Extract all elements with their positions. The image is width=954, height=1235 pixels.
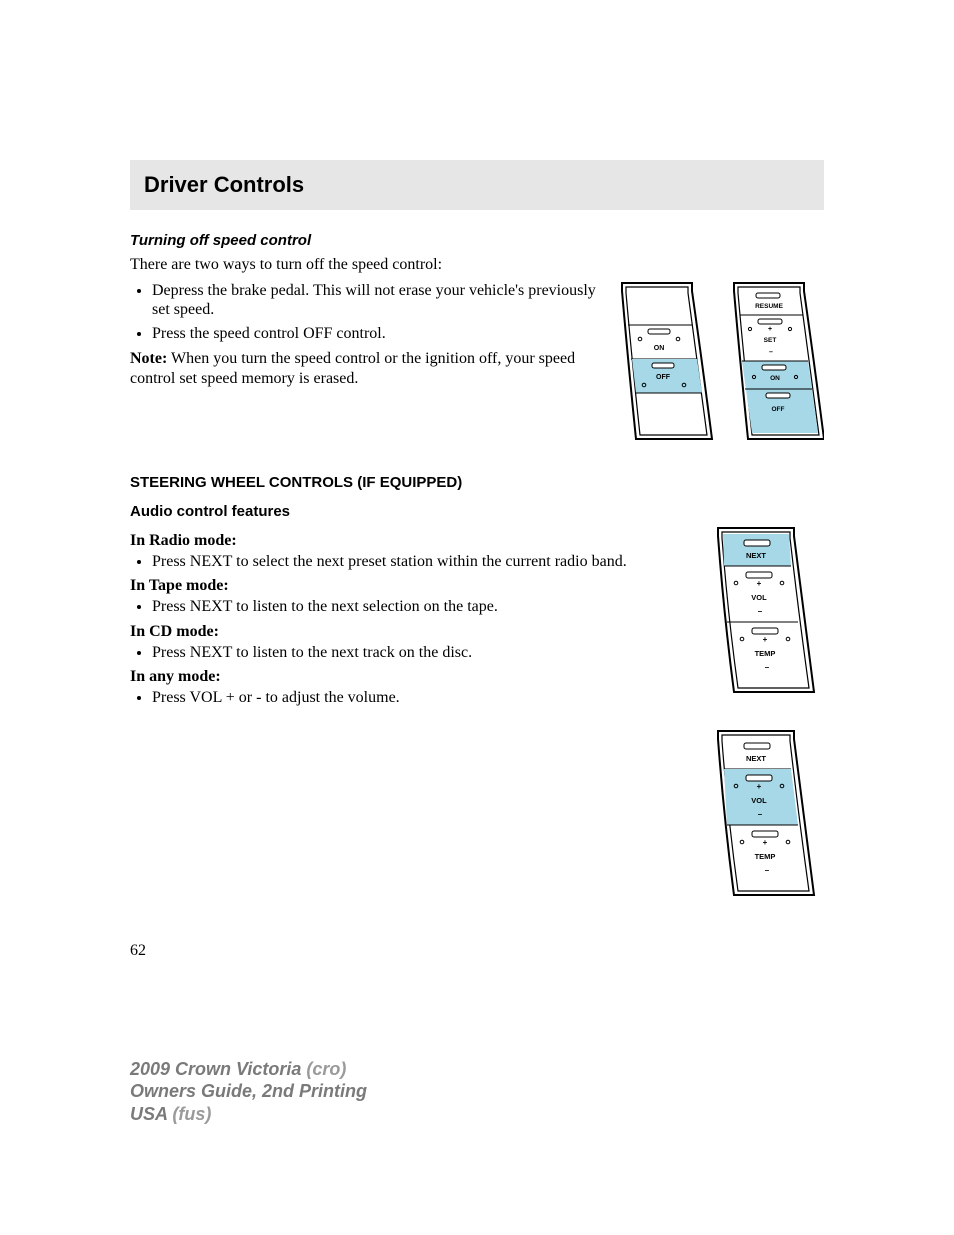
section1-intro: There are two ways to turn off the speed… xyxy=(130,255,824,275)
label-minus: – xyxy=(758,607,763,616)
panel-left: ON OFF xyxy=(622,283,712,439)
section1-note: Note: When you turn the speed control or… xyxy=(130,349,596,388)
page-number: 62 xyxy=(130,942,824,960)
label-plus: + xyxy=(757,579,762,588)
label-temp2: TEMP xyxy=(755,852,776,861)
footer: 2009 Crown Victoria (cro) Owners Guide, … xyxy=(130,1058,367,1126)
speed-control-diagram: ON OFF RESUME xyxy=(614,281,824,441)
label-off: OFF xyxy=(656,374,671,381)
mode-label: In any mode: xyxy=(130,668,686,686)
bullet: Depress the brake pedal. This will not e… xyxy=(152,281,596,320)
footer-region: USA xyxy=(130,1104,172,1124)
label-vol: VOL xyxy=(751,593,767,602)
mode-label: In Radio mode: xyxy=(130,532,686,550)
svg-text:+: + xyxy=(763,635,768,644)
section2-heading: STEERING WHEEL CONTROLS (IF EQUIPPED) xyxy=(130,474,824,491)
label-on: ON xyxy=(654,345,665,352)
bullet: Press the speed control OFF control. xyxy=(152,324,596,344)
highlight-next xyxy=(723,534,791,566)
label-plus2: + xyxy=(757,782,762,791)
mode-label: In Tape mode: xyxy=(130,577,686,595)
label-off2: OFF xyxy=(772,406,785,413)
audio-panel-vol: NEXT + VOL – + TEMP – xyxy=(704,729,824,899)
bullet: Press VOL + or - to adjust the volume. xyxy=(152,688,686,708)
mode-bullets: Press NEXT to select the next preset sta… xyxy=(130,552,686,572)
section2-figures: NEXT + VOL – + TEMP – xyxy=(704,526,824,904)
section2-text: In Radio mode: Press NEXT to select the … xyxy=(130,526,686,714)
section1-text: Depress the brake pedal. This will not e… xyxy=(130,281,596,395)
svg-text:–: – xyxy=(765,663,770,672)
page: Driver Controls Turning off speed contro… xyxy=(0,0,954,1235)
label-temp: TEMP xyxy=(755,649,776,658)
svg-text:–: – xyxy=(769,349,773,356)
footer-code1: (cro) xyxy=(306,1059,346,1079)
label-on2: ON xyxy=(770,375,780,382)
section2-subheading: Audio control features xyxy=(130,503,824,520)
audio-panel-next: NEXT + VOL – + TEMP – xyxy=(704,526,824,696)
bullet: Press NEXT to listen to the next track o… xyxy=(152,643,686,663)
label-vol2: VOL xyxy=(751,796,767,805)
footer-model: 2009 Crown Victoria xyxy=(130,1059,306,1079)
svg-text:+: + xyxy=(763,838,768,847)
section1-bullets: Depress the brake pedal. This will not e… xyxy=(130,281,596,344)
label-set: SET xyxy=(764,337,777,344)
section1-heading: Turning off speed control xyxy=(130,232,824,249)
footer-code2: (fus) xyxy=(172,1104,211,1124)
section1-figures: ON OFF RESUME xyxy=(614,281,824,446)
label-resume: RESUME xyxy=(755,303,783,310)
mode-bullets: Press NEXT to listen to the next track o… xyxy=(130,643,686,663)
svg-text:–: – xyxy=(765,866,770,875)
mode-bullets: Press NEXT to listen to the next selecti… xyxy=(130,597,686,617)
footer-guide: Owners Guide, 2nd Printing xyxy=(130,1080,367,1103)
note-body: When you turn the speed control or the i… xyxy=(130,350,575,387)
bullet: Press NEXT to listen to the next selecti… xyxy=(152,597,686,617)
panel-right: RESUME + SET – ON xyxy=(734,283,824,439)
note-label: Note: xyxy=(130,350,167,367)
section2-row1: In Radio mode: Press NEXT to select the … xyxy=(130,526,824,904)
section1-row: Depress the brake pedal. This will not e… xyxy=(130,281,824,446)
mode-label: In CD mode: xyxy=(130,623,686,641)
label-next2: NEXT xyxy=(746,754,766,763)
svg-text:+: + xyxy=(768,326,772,333)
page-title: Driver Controls xyxy=(144,172,810,198)
header-band: Driver Controls xyxy=(130,160,824,210)
bullet: Press NEXT to select the next preset sta… xyxy=(152,552,686,572)
label-minus2: – xyxy=(758,810,763,819)
label-next: NEXT xyxy=(746,551,766,560)
mode-bullets: Press VOL + or - to adjust the volume. xyxy=(130,688,686,708)
